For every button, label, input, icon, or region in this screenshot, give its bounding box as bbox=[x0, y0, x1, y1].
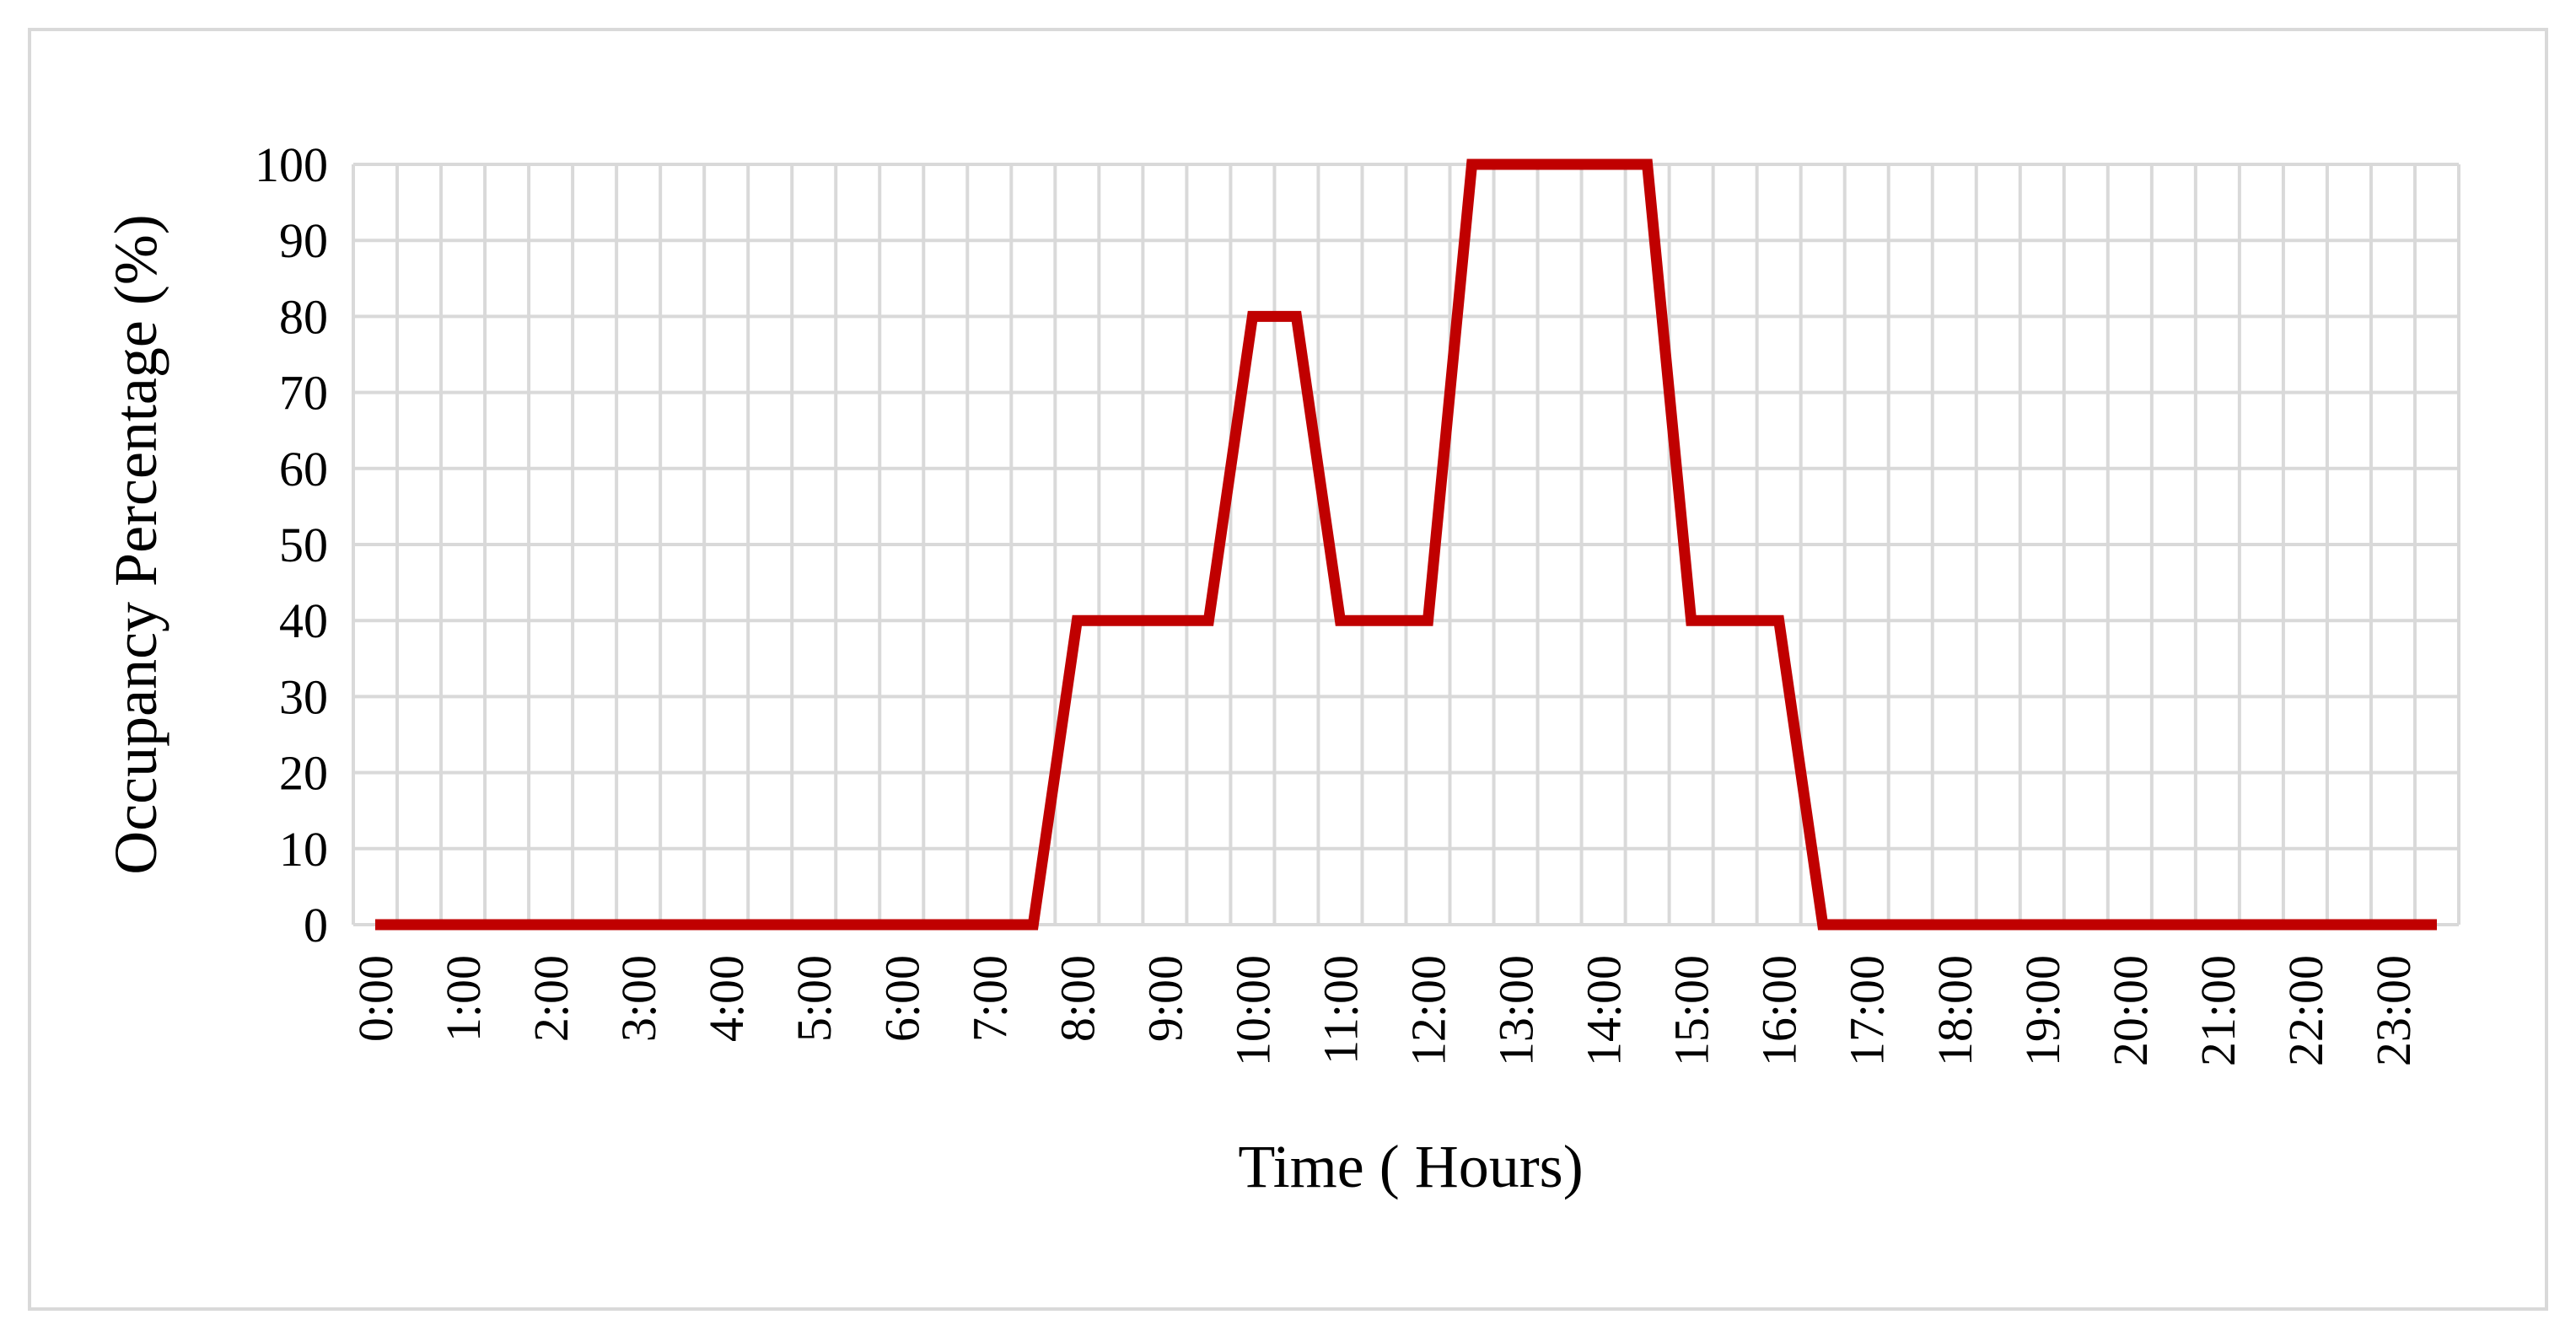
x-tick-label: 19:00 bbox=[2015, 955, 2070, 1066]
y-tick-label: 80 bbox=[279, 289, 328, 344]
x-tick-label: 16:00 bbox=[1752, 955, 1807, 1066]
x-tick-label: 11:00 bbox=[1313, 955, 1368, 1065]
x-tick-label: 15:00 bbox=[1664, 955, 1719, 1066]
x-tick-label: 5:00 bbox=[787, 955, 842, 1042]
x-tick-label: 10:00 bbox=[1225, 955, 1280, 1066]
x-tick-label: 2:00 bbox=[524, 955, 578, 1042]
y-tick-label: 40 bbox=[279, 593, 328, 648]
y-tick-label: 70 bbox=[279, 366, 328, 421]
x-tick-label: 21:00 bbox=[2191, 955, 2245, 1066]
x-tick-label: 23:00 bbox=[2366, 955, 2421, 1066]
y-tick-label: 10 bbox=[279, 822, 328, 877]
x-tick-label: 17:00 bbox=[1840, 955, 1895, 1066]
x-tick-label: 7:00 bbox=[962, 955, 1017, 1042]
x-tick-label: 0:00 bbox=[348, 955, 403, 1042]
data-line bbox=[375, 158, 2437, 931]
x-tick-label: 9:00 bbox=[1137, 955, 1192, 1042]
y-tick-label: 20 bbox=[279, 746, 328, 801]
x-tick-label: 18:00 bbox=[1928, 955, 1982, 1066]
x-tick-label: 1:00 bbox=[436, 955, 491, 1042]
x-tick-label: 14:00 bbox=[1577, 955, 1632, 1066]
y-tick-label: 0 bbox=[304, 898, 328, 952]
y-tick-label: 50 bbox=[279, 518, 328, 572]
x-tick-label: 20:00 bbox=[2103, 955, 2158, 1066]
y-axis-title: Occupancy Percentage (%) bbox=[102, 214, 169, 875]
x-tick-label: 12:00 bbox=[1401, 955, 1456, 1066]
x-tick-label: 13:00 bbox=[1489, 955, 1544, 1066]
x-tick-label: 22:00 bbox=[2278, 955, 2333, 1066]
y-tick-label: 100 bbox=[255, 137, 328, 192]
x-axis-title: Time ( Hours) bbox=[1238, 1133, 1583, 1200]
y-tick-label: 30 bbox=[279, 669, 328, 724]
x-tick-label: 3:00 bbox=[611, 955, 666, 1042]
x-tick-label: 8:00 bbox=[1050, 955, 1105, 1042]
y-tick-label: 60 bbox=[279, 442, 328, 496]
x-tick-label: 4:00 bbox=[699, 955, 754, 1042]
y-tick-label: 90 bbox=[279, 213, 328, 268]
x-tick-label: 6:00 bbox=[874, 955, 929, 1042]
chart-border bbox=[28, 28, 2548, 1311]
